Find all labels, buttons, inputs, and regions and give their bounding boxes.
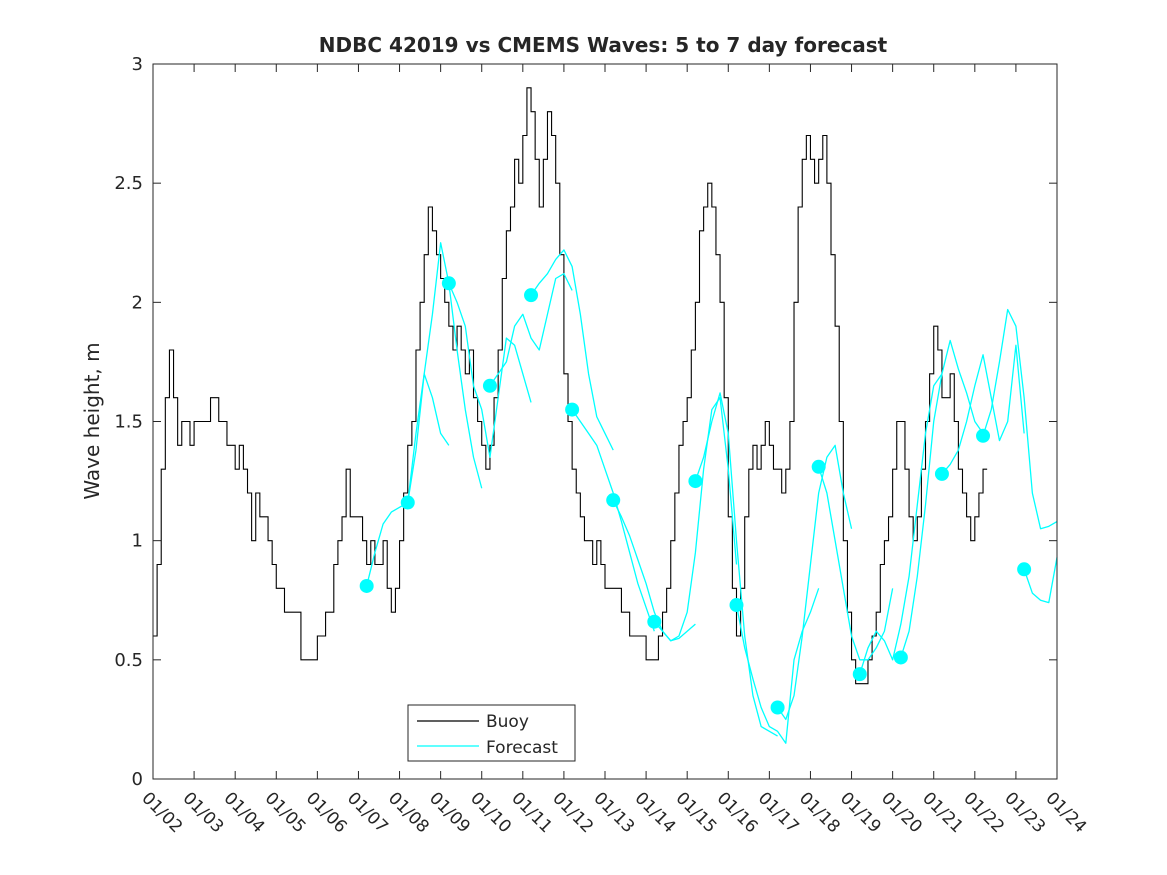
forecast-start-marker [606, 493, 621, 508]
forecast-run-line [571, 409, 655, 632]
forecast-run-line [735, 588, 820, 744]
forecast-start-marker [934, 466, 949, 481]
forecast-series [366, 242, 1058, 744]
y-tick-label: 3 [132, 54, 143, 75]
forecast-run-line [777, 444, 853, 721]
forecast-run-line [1023, 557, 1058, 604]
forecast-start-marker [852, 667, 867, 682]
forecast-run-line [448, 283, 532, 458]
forecast-run-line [859, 373, 943, 675]
y-tick-label: 1.5 [114, 412, 143, 433]
forecast-start-marker [1017, 562, 1032, 577]
forecast-start-marker [647, 614, 662, 629]
forecast-start-marker [359, 578, 374, 593]
forecast-start-marker [524, 288, 539, 303]
legend-buoy-label: Buoy [486, 712, 529, 732]
y-tick-label: 2 [132, 292, 143, 313]
legend-box [407, 704, 576, 762]
legend-forecast-label: Forecast [486, 738, 558, 758]
axes-box [152, 63, 1058, 780]
forecast-start-marker [811, 459, 826, 474]
plot-frame [152, 63, 1058, 780]
forecast-start-markers [359, 276, 1032, 715]
forecast-start-marker [400, 495, 415, 510]
forecast-run-line [530, 249, 614, 451]
y-tick-label: 2.5 [114, 173, 143, 194]
chart-title: NDBC 42019 vs CMEMS Waves: 5 to 7 day fo… [319, 33, 888, 57]
y-tick-label: 1 [132, 531, 143, 552]
forecast-start-marker [729, 598, 744, 613]
forecast-run-line [818, 466, 894, 661]
forecast-run-line [407, 242, 483, 503]
buoy-series [153, 87, 988, 685]
forecast-run-line [489, 273, 573, 387]
forecast-run-line [900, 339, 984, 658]
forecast-start-marker [770, 700, 785, 715]
forecast-start-marker [893, 650, 908, 665]
y-tick-label: 0 [132, 769, 143, 790]
y-tick-label: 0.5 [114, 650, 143, 671]
y-axis-label: Wave height, m [80, 342, 104, 499]
forecast-run-line [653, 397, 738, 642]
forecast-run-line [982, 308, 1058, 530]
buoy-line [153, 87, 988, 685]
forecast-start-marker [976, 428, 991, 443]
legend: Buoy Forecast [407, 704, 576, 762]
forecast-start-marker [482, 378, 497, 393]
forecast-start-marker [688, 474, 703, 489]
forecast-run-line [941, 344, 1025, 475]
forecast-run-line [694, 392, 778, 737]
forecast-start-marker [565, 402, 580, 417]
forecast-run-line [612, 499, 696, 642]
forecast-start-marker [441, 276, 456, 291]
